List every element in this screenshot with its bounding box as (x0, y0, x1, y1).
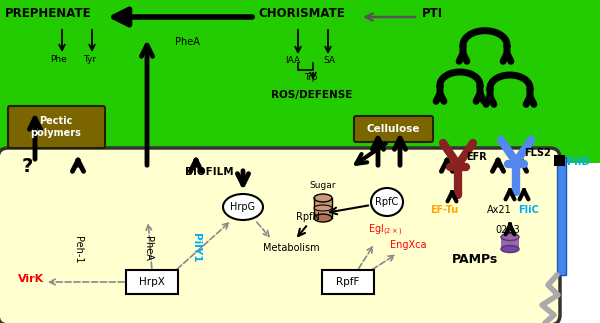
Text: FliC: FliC (518, 205, 539, 215)
Text: Peh-1: Peh-1 (73, 236, 83, 264)
Ellipse shape (314, 194, 332, 202)
FancyBboxPatch shape (322, 270, 374, 294)
Text: VirK: VirK (18, 274, 44, 284)
Text: Metabolism: Metabolism (263, 243, 319, 253)
Text: Egl$_{(2\times)}$: Egl$_{(2\times)}$ (368, 223, 403, 238)
Text: SA: SA (323, 56, 335, 65)
Text: EF-Tu: EF-Tu (430, 205, 458, 215)
Text: BIOFILM: BIOFILM (185, 167, 233, 177)
Text: HrpX: HrpX (139, 277, 165, 287)
Text: Pectic
polymers: Pectic polymers (31, 116, 82, 138)
Bar (314, 198, 332, 218)
Text: RpfN: RpfN (296, 212, 320, 222)
Text: EFR: EFR (466, 152, 487, 162)
Text: 0223: 0223 (495, 225, 520, 235)
FancyBboxPatch shape (0, 148, 560, 323)
Text: Ax21: Ax21 (487, 205, 512, 215)
Text: HrpG: HrpG (230, 202, 256, 212)
Ellipse shape (371, 188, 403, 216)
Text: Sugar: Sugar (310, 182, 336, 191)
Ellipse shape (223, 194, 263, 220)
Text: FliD: FliD (567, 157, 590, 167)
Ellipse shape (314, 214, 332, 222)
Text: PheA: PheA (143, 235, 153, 260)
Text: Phe: Phe (50, 55, 67, 64)
Text: PREPHENATE: PREPHENATE (5, 7, 92, 20)
Text: CHORISMATE: CHORISMATE (258, 7, 345, 20)
FancyBboxPatch shape (126, 270, 178, 294)
Bar (557, 157, 566, 275)
Text: IAA: IAA (285, 56, 300, 65)
Bar (501, 237, 519, 249)
Text: PilY1: PilY1 (191, 233, 201, 263)
Text: PTI: PTI (422, 7, 443, 20)
Ellipse shape (314, 205, 332, 211)
Ellipse shape (501, 234, 519, 241)
Text: ?: ? (22, 157, 34, 176)
Text: Tyr: Tyr (83, 55, 96, 64)
Text: RpfF: RpfF (337, 277, 359, 287)
Bar (554, 155, 565, 166)
Text: PAMPs: PAMPs (452, 253, 498, 266)
Text: EngXca: EngXca (390, 240, 427, 250)
FancyBboxPatch shape (354, 116, 433, 142)
FancyBboxPatch shape (8, 106, 105, 148)
Text: PheA: PheA (175, 37, 200, 47)
Text: Cellulose: Cellulose (366, 124, 420, 134)
Text: FLS2: FLS2 (524, 148, 551, 158)
Ellipse shape (501, 245, 519, 253)
Text: RpfC: RpfC (376, 197, 398, 207)
Bar (0, 0, 600, 163)
Text: ROS/DEFENSE: ROS/DEFENSE (271, 90, 352, 100)
Text: Trp: Trp (304, 73, 317, 82)
